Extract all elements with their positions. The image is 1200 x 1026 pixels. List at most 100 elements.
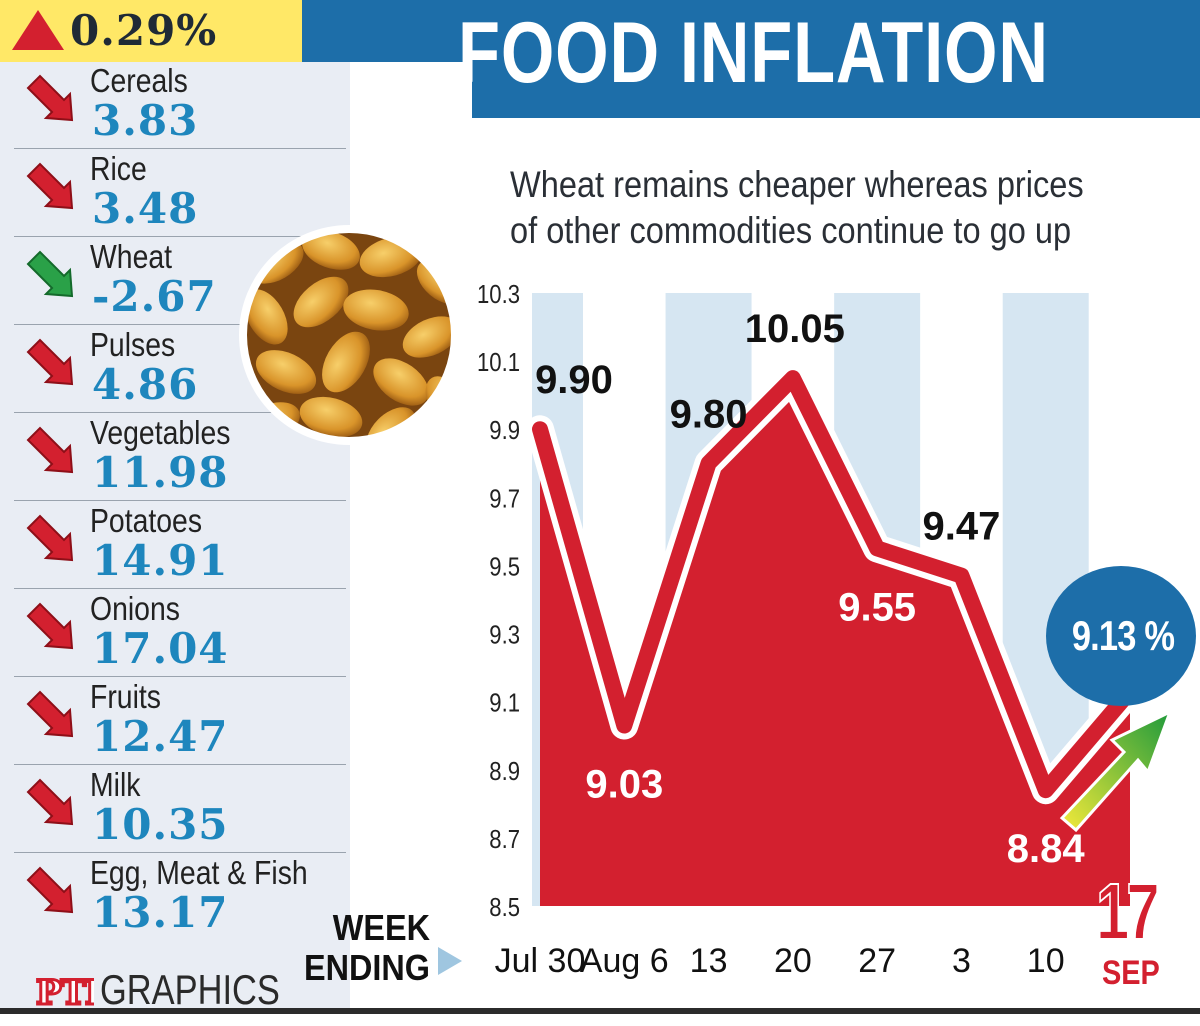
category-item: Fruits 12.47 — [0, 678, 350, 766]
trend-up-arrow-icon — [26, 866, 74, 914]
trend-up-arrow-icon — [26, 162, 74, 210]
y-tick-label: 10.3 — [477, 280, 520, 309]
y-tick-label: 9.5 — [489, 553, 520, 582]
title-banner — [302, 0, 1200, 118]
y-tick-label: 9.1 — [489, 689, 520, 718]
x-tick-label: 20 — [774, 942, 812, 980]
category-divider — [14, 324, 346, 325]
category-value: 3.48 — [92, 184, 199, 233]
category-item: Milk 10.35 — [0, 766, 350, 854]
trend-up-arrow-icon — [26, 690, 74, 738]
last-tick-month: SEP — [1102, 954, 1160, 992]
category-value: 11.98 — [92, 448, 229, 497]
trend-up-arrow-icon — [26, 514, 74, 562]
y-tick-label: 9.9 — [489, 417, 520, 446]
category-item: Pulses 4.86 — [0, 326, 350, 414]
y-tick-label: 8.7 — [489, 825, 520, 854]
graphics-credit: GRAPHICS — [100, 966, 280, 1013]
x-tick-label: 27 — [858, 942, 896, 980]
sidebar-panel: 0.29% Cereals 3.83 Rice 3.48 Wheat -2.67 Pulse… — [0, 0, 350, 1010]
pti-logo-mark: PTI — [35, 972, 103, 1015]
y-tick-label: 9.3 — [489, 621, 520, 650]
category-item: Cereals 3.83 — [0, 62, 350, 150]
category-name: Potatoes — [90, 502, 203, 539]
data-label: 9.80 — [670, 392, 748, 436]
category-value: 13.17 — [92, 888, 229, 937]
category-value: 3.83 — [92, 96, 199, 145]
category-item: Rice 3.48 — [0, 150, 350, 238]
data-label: 9.90 — [535, 358, 613, 402]
data-label: 9.55 — [838, 585, 916, 629]
data-label: 8.84 — [1007, 827, 1086, 871]
trend-up-arrow-icon — [26, 74, 74, 122]
category-value: 12.47 — [92, 712, 229, 761]
x-axis-title: WEEK ENDING — [304, 907, 431, 988]
trend-up-arrow-icon — [26, 778, 74, 826]
page-title: FOOD INFLATION — [458, 5, 1049, 101]
category-divider — [14, 236, 346, 237]
category-value: 4.86 — [92, 360, 199, 409]
category-divider — [14, 588, 346, 589]
category-item: Egg, Meat & Fish 13.17 — [0, 854, 350, 942]
category-item: Vegetables 11.98 — [0, 414, 350, 502]
category-divider — [14, 676, 346, 677]
category-name: Milk — [90, 766, 141, 803]
last-tick-day: 17 — [1095, 866, 1160, 957]
rising-arrow-icon — [1059, 709, 1173, 833]
trend-up-arrow-icon — [26, 338, 74, 386]
category-name: Egg, Meat & Fish — [90, 854, 308, 891]
category-divider — [14, 412, 346, 413]
x-tick-label: Jul 30 — [495, 942, 586, 980]
triangle-up-icon — [12, 10, 64, 50]
pti-logo: PTI — [34, 968, 103, 1015]
overall-change-badge: 0.29% — [0, 0, 302, 62]
trend-down-arrow-icon — [26, 250, 74, 298]
category-item: Wheat -2.67 — [0, 238, 350, 326]
data-labels: 9.90 9.03 9.80 10.05 9.559.47 8.84 — [535, 307, 1085, 871]
category-divider — [14, 852, 346, 853]
category-name: Onions — [90, 590, 180, 627]
overall-change-value: 0.29% — [70, 6, 218, 55]
category-name: Wheat — [90, 238, 173, 275]
category-name: Cereals — [90, 62, 188, 99]
category-value: -2.67 — [92, 272, 217, 321]
x-tick-label: Aug 6 — [580, 942, 669, 980]
y-tick-label: 8.9 — [489, 757, 520, 786]
category-item: Onions 17.04 — [0, 590, 350, 678]
category-divider — [14, 764, 346, 765]
latest-value-bubble — [1046, 566, 1196, 706]
series-line — [532, 370, 1138, 799]
x-tick-label: 10 — [1027, 942, 1065, 980]
trend-up-arrow-icon — [26, 602, 74, 650]
y-tick-label: 8.5 — [489, 893, 520, 922]
x-tick-label: 3 — [952, 942, 971, 980]
category-divider — [14, 500, 346, 501]
trend-up-arrow-icon — [26, 426, 74, 474]
svg-text:PTI: PTI — [36, 973, 94, 1012]
category-name: Vegetables — [90, 414, 231, 451]
chart-subtitle: Wheat remains cheaper whereas prices of … — [510, 164, 1084, 251]
category-value: 17.04 — [92, 624, 229, 673]
wheat-grains-image — [239, 225, 459, 445]
y-tick-label: 9.7 — [489, 485, 520, 514]
data-label: 9.47 — [922, 505, 1000, 549]
latest-value-label: 9.13 % — [1071, 612, 1175, 659]
category-value: 10.35 — [92, 800, 229, 849]
axis-pointer-icon — [438, 947, 462, 975]
category-name: Rice — [90, 150, 147, 187]
category-divider — [14, 148, 346, 149]
category-item: Potatoes 14.91 — [0, 502, 350, 590]
data-label: 9.03 — [585, 763, 663, 807]
data-label: 10.05 — [745, 307, 845, 351]
area-fill — [540, 392, 1130, 906]
bottom-rule — [0, 1008, 1200, 1014]
y-tick-label: 10.1 — [477, 348, 520, 377]
y-axis-ticks: 10.3 10.1 9.9 9.7 9.5 9.3 9.1 8.9 8.7 8.5 — [477, 280, 520, 922]
chart-area — [526, 364, 1144, 906]
x-tick-label: 13 — [690, 942, 728, 980]
category-name: Pulses — [90, 326, 176, 363]
category-name: Fruits — [90, 678, 161, 715]
category-value: 14.91 — [92, 536, 229, 585]
